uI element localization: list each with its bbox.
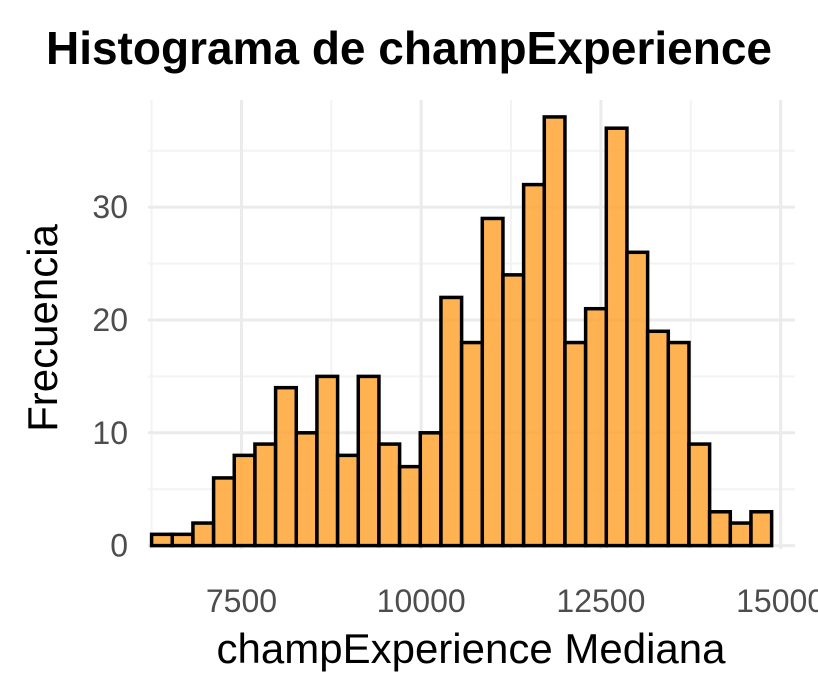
y-tick-label: 10 — [92, 415, 128, 451]
histogram-bar — [253, 442, 278, 548]
histogram-bar — [687, 442, 712, 548]
histogram-bar — [666, 340, 691, 548]
x-tick-label: 12500 — [556, 583, 645, 619]
histogram-bar — [149, 532, 175, 548]
histogram-bar — [563, 340, 588, 548]
histogram-bar — [397, 464, 423, 548]
histogram-bar — [728, 521, 753, 548]
histogram-bar — [542, 115, 567, 548]
histogram-bar — [604, 126, 629, 548]
histogram-bar — [232, 453, 257, 548]
x-tick-label: 7500 — [206, 583, 277, 619]
histogram-bar — [211, 476, 237, 548]
histogram-bar — [191, 521, 216, 548]
histogram-bar — [459, 340, 485, 548]
histogram-bar — [521, 182, 547, 548]
y-tick-label: 20 — [92, 302, 128, 338]
histogram-bar — [294, 431, 319, 548]
histogram-bar — [273, 385, 299, 548]
histogram-bar — [439, 295, 464, 548]
histogram-bar — [418, 431, 443, 548]
y-axis-tick-labels: 0 10 20 30 — [92, 189, 128, 563]
x-tick-label: 10000 — [377, 583, 466, 619]
histogram-bar — [356, 374, 381, 548]
histogram-bar — [749, 510, 774, 548]
histogram-bar — [645, 329, 671, 548]
y-axis-title: Frecuencia — [19, 223, 66, 431]
histogram-bar — [501, 273, 526, 548]
histogram-bar — [625, 250, 650, 548]
histogram-bar — [707, 510, 733, 548]
x-axis-tick-labels: 7500 10000 12500 15000 — [206, 583, 818, 619]
histogram-bar — [377, 442, 402, 548]
bars — [149, 115, 774, 548]
y-tick-label: 0 — [110, 528, 128, 564]
histogram-bar — [583, 306, 609, 548]
x-axis-title: champExperience Mediana — [217, 625, 727, 672]
histogram-bar — [335, 453, 361, 548]
histogram-bar — [480, 216, 505, 548]
y-tick-label: 30 — [92, 189, 128, 225]
x-tick-label: 15000 — [736, 583, 818, 619]
histogram-bar — [315, 374, 340, 548]
chart-title: Histograma de champExperience — [46, 22, 772, 74]
histogram-bar — [170, 532, 195, 548]
